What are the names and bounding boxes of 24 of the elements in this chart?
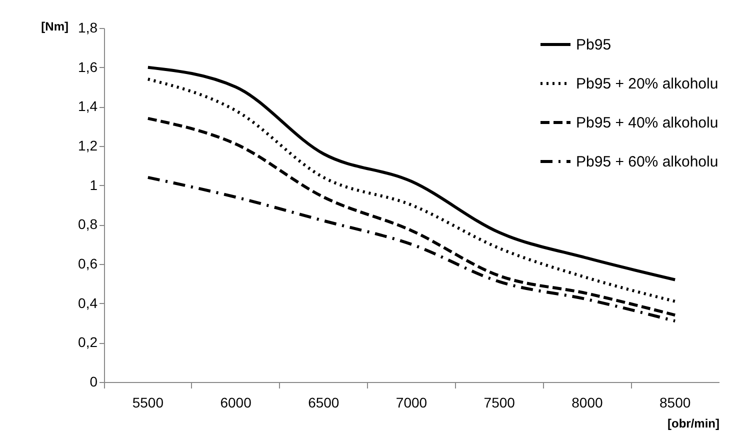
- y-tick-label: 0,8: [78, 216, 98, 232]
- x-tick-label: 5500: [132, 394, 164, 410]
- y-tick-label: 0,2: [78, 334, 98, 350]
- legend-label: Pb95 + 20% alkoholu: [576, 76, 718, 92]
- y-axis-title: [Nm]: [41, 20, 69, 34]
- legend-label: Pb95 + 40% alkoholu: [576, 114, 718, 132]
- line-series: [146, 176, 677, 323]
- y-tick-label: 0,4: [78, 294, 98, 311]
- x-tick-label: 6500: [308, 394, 340, 410]
- y-tick-label: 0: [90, 374, 98, 390]
- x-tick-label: 6000: [220, 394, 252, 410]
- x-tick-label: 7500: [484, 394, 516, 410]
- x-tick-label: 8000: [572, 394, 603, 410]
- legend-label: Pb95: [576, 36, 612, 54]
- x-tick-label: 8500: [659, 394, 691, 410]
- y-tick-label: 1,2: [78, 138, 98, 154]
- y-tick-label: 1,6: [78, 58, 98, 75]
- y-tick-label: 1: [90, 176, 98, 193]
- y-tick-label: 1,8: [78, 20, 98, 36]
- legend-label: Pb95 + 60% alkoholu: [576, 154, 718, 170]
- x-axis-title: [obr/min]: [668, 416, 720, 430]
- y-tick-label: 1,4: [78, 98, 98, 114]
- x-tick-label: 7000: [396, 394, 428, 410]
- y-tick-label: 0,6: [78, 256, 98, 272]
